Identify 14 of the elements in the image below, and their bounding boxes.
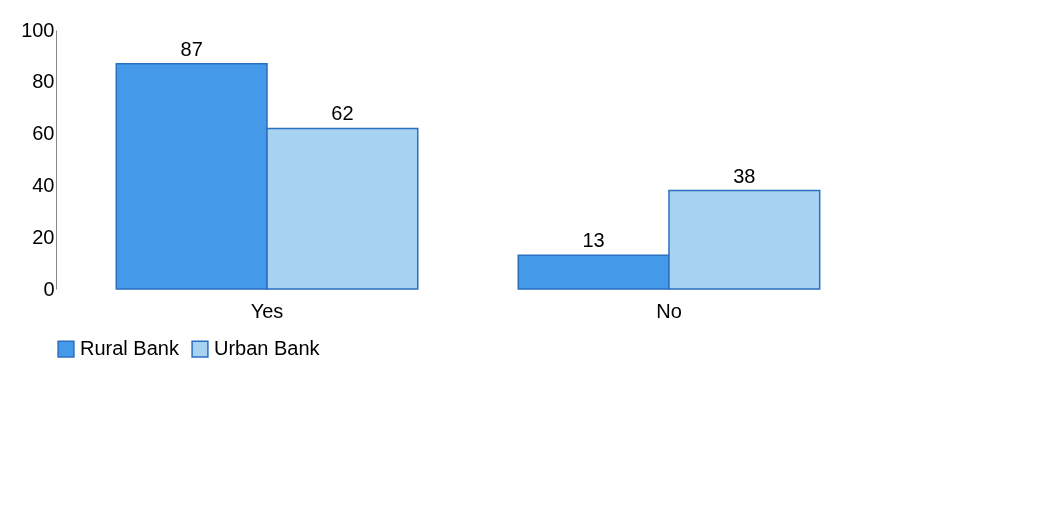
y-tick-label: 80 bbox=[32, 70, 55, 93]
data-label: 13 bbox=[582, 229, 605, 252]
data-label: 62 bbox=[331, 102, 354, 125]
legend-label: Urban Bank bbox=[214, 337, 321, 360]
y-tick-label: 0 bbox=[43, 277, 55, 300]
y-tick-label: 60 bbox=[32, 122, 55, 145]
x-tick-label: Yes bbox=[250, 299, 284, 322]
data-label: 87 bbox=[180, 37, 203, 60]
x-tick-label: No bbox=[656, 299, 682, 322]
y-tick-label: 100 bbox=[21, 18, 55, 41]
data-label: 38 bbox=[733, 164, 756, 187]
y-tick-label: 40 bbox=[32, 173, 55, 196]
legend-label: Rural Bank bbox=[80, 337, 180, 360]
y-tick-label: 20 bbox=[32, 225, 55, 248]
